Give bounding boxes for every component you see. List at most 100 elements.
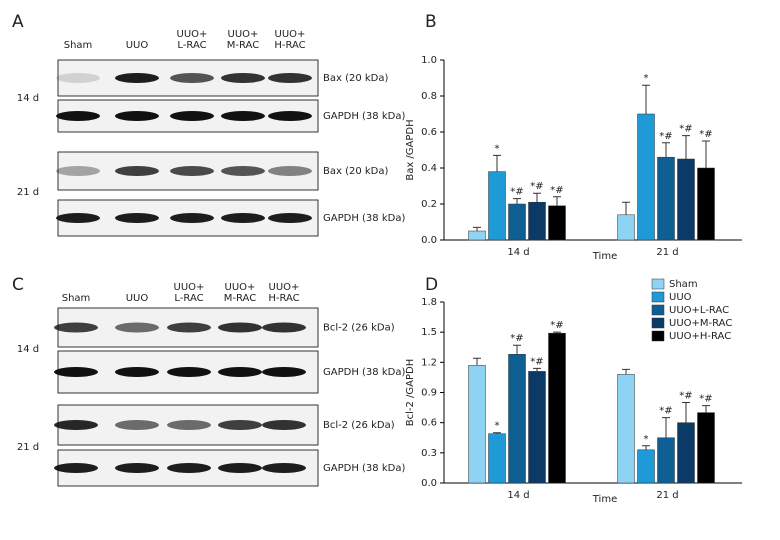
- bar: [677, 158, 695, 241]
- blot-band: [115, 322, 159, 333]
- x-tick-label: 21 d: [656, 490, 678, 501]
- lane-label: L-RAC: [174, 293, 203, 304]
- significance-label: *#: [699, 394, 712, 405]
- x-axis-label: Time: [592, 251, 617, 262]
- time-label: 21 d: [17, 442, 39, 453]
- blot-band: [218, 463, 262, 473]
- lane-label: H-RAC: [268, 293, 299, 304]
- error-bar: [473, 226, 481, 231]
- error-bar: [533, 367, 541, 372]
- bar: [548, 205, 566, 241]
- significance-label: *#: [679, 391, 692, 402]
- y-axis-label: Bax /GAPDH: [405, 119, 416, 180]
- blot-band: [167, 420, 211, 430]
- bar: [488, 171, 506, 241]
- y-tick-label: 1.8: [421, 297, 437, 308]
- legend-swatch: [651, 291, 665, 303]
- error-bar: [493, 432, 501, 434]
- bar: [657, 156, 675, 241]
- panel-label: B: [425, 12, 437, 32]
- bar: [468, 365, 486, 484]
- significance-label: *#: [679, 124, 692, 135]
- bar: [677, 422, 695, 484]
- bar: [637, 449, 655, 484]
- legend-swatch: [651, 330, 665, 342]
- error-bar: [682, 402, 690, 423]
- legend-label: Sham: [669, 279, 698, 290]
- blot-band: [54, 463, 98, 473]
- band-label: Bax (20 kDa): [323, 73, 389, 84]
- significance-label: *#: [530, 356, 543, 367]
- blot-band: [54, 322, 98, 333]
- lane-label: UUO+: [225, 282, 256, 293]
- y-tick-label: 1.0: [421, 55, 437, 66]
- y-tick-label: 0.0: [421, 235, 437, 246]
- blot-band: [268, 213, 312, 223]
- legend-label: UUO: [669, 292, 692, 303]
- legend-label: UUO+M-RAC: [669, 318, 732, 329]
- blot-band: [218, 420, 262, 430]
- lane-label: M-RAC: [227, 40, 259, 51]
- error-bar: [622, 201, 630, 215]
- error-bar: [513, 344, 521, 355]
- significance-label: *#: [659, 131, 672, 142]
- bar: [548, 332, 566, 484]
- lane-label: UUO+: [275, 29, 306, 40]
- time-label: 21 d: [17, 187, 39, 198]
- band-label: GAPDH (38 kDa): [323, 367, 405, 378]
- error-bar: [642, 445, 650, 450]
- legend-swatch: [651, 304, 665, 316]
- error-bar: [682, 135, 690, 159]
- blot-band: [167, 367, 211, 377]
- blot-band: [167, 463, 211, 473]
- y-tick-label: 1.2: [421, 357, 437, 368]
- lane-label: L-RAC: [177, 40, 206, 51]
- lane-label: UUO+: [228, 29, 259, 40]
- bar: [617, 214, 635, 241]
- y-tick-label: 0.2: [421, 199, 437, 210]
- error-bar: [702, 140, 710, 168]
- significance-label: *#: [659, 406, 672, 417]
- error-bar: [662, 142, 670, 158]
- significance-label: *#: [699, 129, 712, 140]
- legend-label: UUO+H-RAC: [669, 331, 731, 342]
- blot-band: [170, 166, 214, 176]
- y-tick-label: 0.0: [421, 478, 437, 489]
- lane-label: UUO+: [269, 282, 300, 293]
- significance-label: *#: [530, 181, 543, 192]
- blot-band: [115, 73, 159, 83]
- lane-label: UUO+: [177, 29, 208, 40]
- blot-band: [262, 463, 306, 473]
- lane-label: UUO: [126, 293, 149, 304]
- lane-label: H-RAC: [274, 40, 305, 51]
- blot-band: [268, 73, 312, 83]
- error-bar: [553, 196, 561, 206]
- error-bar: [473, 357, 481, 366]
- bar: [697, 412, 715, 484]
- blot-band: [115, 111, 159, 121]
- band-label: Bcl-2 (26 kDa): [323, 420, 395, 431]
- blot-band: [115, 166, 159, 176]
- lane-label: M-RAC: [224, 293, 256, 304]
- significance-label: *#: [510, 333, 523, 344]
- bar: [697, 167, 715, 241]
- legend-label: UUO+L-RAC: [669, 305, 729, 316]
- blot-band: [262, 322, 306, 333]
- lane-label: UUO+: [174, 282, 205, 293]
- lane-label: UUO: [126, 40, 149, 51]
- error-bar: [493, 154, 501, 172]
- band-label: Bax (20 kDa): [323, 166, 389, 177]
- blot-band: [262, 420, 306, 430]
- significance-label: *#: [510, 187, 523, 198]
- blot-band: [56, 213, 100, 223]
- bar: [508, 354, 526, 484]
- bar: [657, 437, 675, 484]
- blot-band: [56, 166, 100, 176]
- panel-label: D: [425, 275, 438, 295]
- y-tick-label: 0.9: [421, 388, 437, 399]
- y-tick-label: 0.6: [421, 418, 437, 429]
- blot-band: [56, 111, 100, 121]
- y-tick-label: 0.8: [421, 91, 437, 102]
- band-label: GAPDH (38 kDa): [323, 213, 405, 224]
- bar: [468, 230, 486, 241]
